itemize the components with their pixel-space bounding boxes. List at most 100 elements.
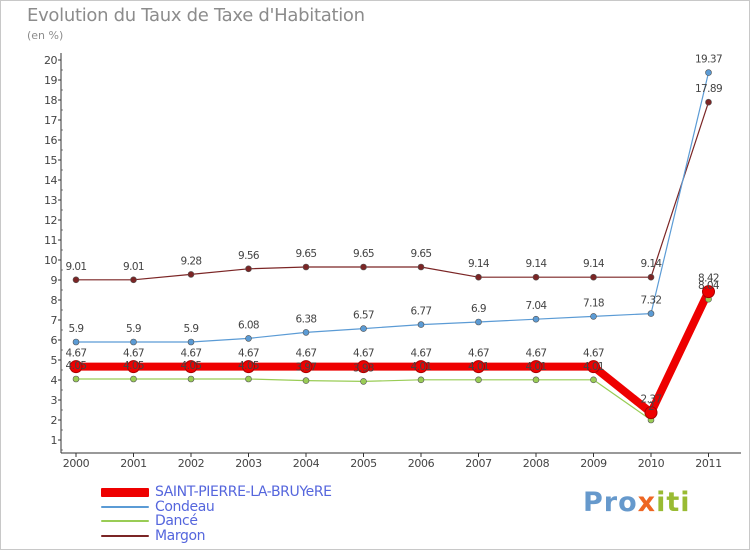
chart-subtitle: (en %) <box>27 29 64 42</box>
series-markers <box>69 69 715 424</box>
series-lines <box>72 71 713 421</box>
data-point-dance <box>532 376 540 384</box>
y-tick-label: 15 <box>44 154 57 167</box>
data-label-margon: 9.14 <box>468 258 490 270</box>
data-label-saint-pierre-la-bruyere: 4.67 <box>296 348 317 360</box>
data-label-margon: 17.89 <box>695 83 722 95</box>
data-label-condeau: 6.77 <box>411 306 432 318</box>
data-point-margon <box>705 98 712 106</box>
x-tick-label: 2003 <box>235 457 262 470</box>
y-tick-label: 20 <box>44 54 57 67</box>
data-point-saint-pierre-la-bruyere <box>702 285 715 299</box>
data-label-dance: 4.01 <box>526 361 547 373</box>
data-label-saint-pierre-la-bruyere: 4.67 <box>123 348 144 360</box>
data-label-margon: 9.65 <box>411 248 432 260</box>
legend-label-condeau: Condeau <box>155 498 215 515</box>
data-point-condeau <box>72 338 80 346</box>
data-point-margon <box>130 276 137 284</box>
y-tick-label: 11 <box>44 234 57 247</box>
x-tick-label: 2011 <box>695 457 721 470</box>
legend-swatch-margon <box>101 534 149 537</box>
x-tick-label: 2000 <box>63 457 90 470</box>
data-label-dance: 3.97 <box>296 362 317 374</box>
legend-label-margon: Margon <box>155 527 206 544</box>
y-tick-label: 18 <box>44 94 57 107</box>
data-label-dance: 4.05 <box>238 360 259 372</box>
data-point-margon <box>532 273 540 281</box>
legend-swatch-condeau <box>101 505 149 508</box>
data-label-saint-pierre-la-bruyere: 4.67 <box>238 348 259 360</box>
data-label-margon: 9.14 <box>583 258 605 270</box>
data-label-dance: 8.04 <box>698 280 720 292</box>
x-tick-label: 2006 <box>408 457 435 470</box>
data-label-condeau: 6.08 <box>238 319 259 331</box>
data-label-condeau: 5.9 <box>126 323 141 335</box>
data-point-condeau <box>302 329 310 336</box>
data-label-saint-pierre-la-bruyere: 4.67 <box>353 348 374 360</box>
data-point-dance <box>72 375 80 383</box>
data-label-saint-pierre-la-bruyere: 2.37 <box>641 394 662 406</box>
data-label-saint-pierre-la-bruyere: 4.67 <box>468 348 489 360</box>
data-label-condeau: 7.18 <box>583 297 604 309</box>
data-point-condeau <box>647 310 655 317</box>
data-point-condeau <box>360 325 367 332</box>
x-tick-label: 2010 <box>638 457 665 470</box>
data-label-condeau: 7.32 <box>641 295 662 307</box>
data-point-saint-pierre-la-bruyere <box>529 360 543 374</box>
data-label-condeau: 7.04 <box>526 300 548 312</box>
data-label-condeau: 19.37 <box>695 54 722 66</box>
series-line-margon <box>75 101 710 281</box>
legend-swatch-saint-pierre <box>101 487 149 497</box>
data-point-margon <box>417 263 425 271</box>
legend: SAINT-PIERRE-LA-BRUYeRE Condeau Dancé Ma… <box>101 484 332 544</box>
data-point-saint-pierre-la-bruyere <box>127 360 140 374</box>
y-tick-label: 9 <box>51 274 58 287</box>
data-point-saint-pierre-la-bruyere <box>357 360 370 374</box>
data-label-saint-pierre-la-bruyere: 8.42 <box>698 273 719 285</box>
y-tick-label: 10 <box>44 254 57 267</box>
data-point-dance <box>187 375 195 383</box>
y-tick-label: 5 <box>51 354 58 367</box>
y-tick-label: 8 <box>51 294 58 307</box>
y-tick-label: 6 <box>51 334 58 347</box>
data-label-dance: 3.93 <box>353 362 374 374</box>
data-point-saint-pierre-la-bruyere <box>644 406 658 420</box>
data-point-margon <box>360 263 367 271</box>
data-label-margon: 9.65 <box>353 248 374 260</box>
data-label-margon: 9.01 <box>66 261 87 273</box>
logo-part-pro: Pro <box>583 487 638 518</box>
legend-item-condeau: Condeau <box>101 498 332 515</box>
x-tick-label: 2005 <box>350 457 377 470</box>
legend-label-saint-pierre: SAINT-PIERRE-LA-BRUYeRE <box>155 484 332 501</box>
data-label-saint-pierre-la-bruyere: 4.67 <box>411 348 432 360</box>
data-point-dance <box>245 375 252 383</box>
data-point-condeau <box>532 315 540 323</box>
legend-item-saint-pierre: SAINT-PIERRE-LA-BRUYeRE <box>101 484 332 501</box>
data-point-margon <box>187 271 195 278</box>
data-point-saint-pierre-la-bruyere <box>184 360 198 374</box>
data-point-condeau <box>245 335 252 342</box>
data-point-dance <box>475 376 482 384</box>
data-label-saint-pierre-la-bruyere: 4.67 <box>583 348 604 360</box>
y-tick-label: 14 <box>44 174 57 187</box>
data-point-saint-pierre-la-bruyere <box>242 360 255 374</box>
chart-title: Evolution du Taux de Taxe d'Habitation <box>27 5 365 26</box>
data-point-condeau <box>590 313 597 320</box>
data-point-saint-pierre-la-bruyere <box>414 360 428 374</box>
x-tick-label: 2002 <box>178 457 204 470</box>
data-point-condeau <box>417 321 425 328</box>
proxiti-logo: Proxiti <box>583 487 691 518</box>
x-tick-label: 2007 <box>465 457 492 470</box>
series-line-dance <box>75 298 710 421</box>
data-point-saint-pierre-la-bruyere <box>69 360 83 374</box>
data-label-condeau: 6.38 <box>296 313 317 325</box>
x-tick-label: 2001 <box>120 457 146 470</box>
data-point-margon <box>590 273 597 281</box>
logo-part-x: x <box>637 487 657 518</box>
y-tick-label: 17 <box>44 114 57 127</box>
data-point-margon <box>302 263 310 271</box>
legend-swatch-dance <box>101 520 149 523</box>
data-label-margon: 9.01 <box>123 261 144 273</box>
legend-label-dance: Dancé <box>155 513 198 530</box>
